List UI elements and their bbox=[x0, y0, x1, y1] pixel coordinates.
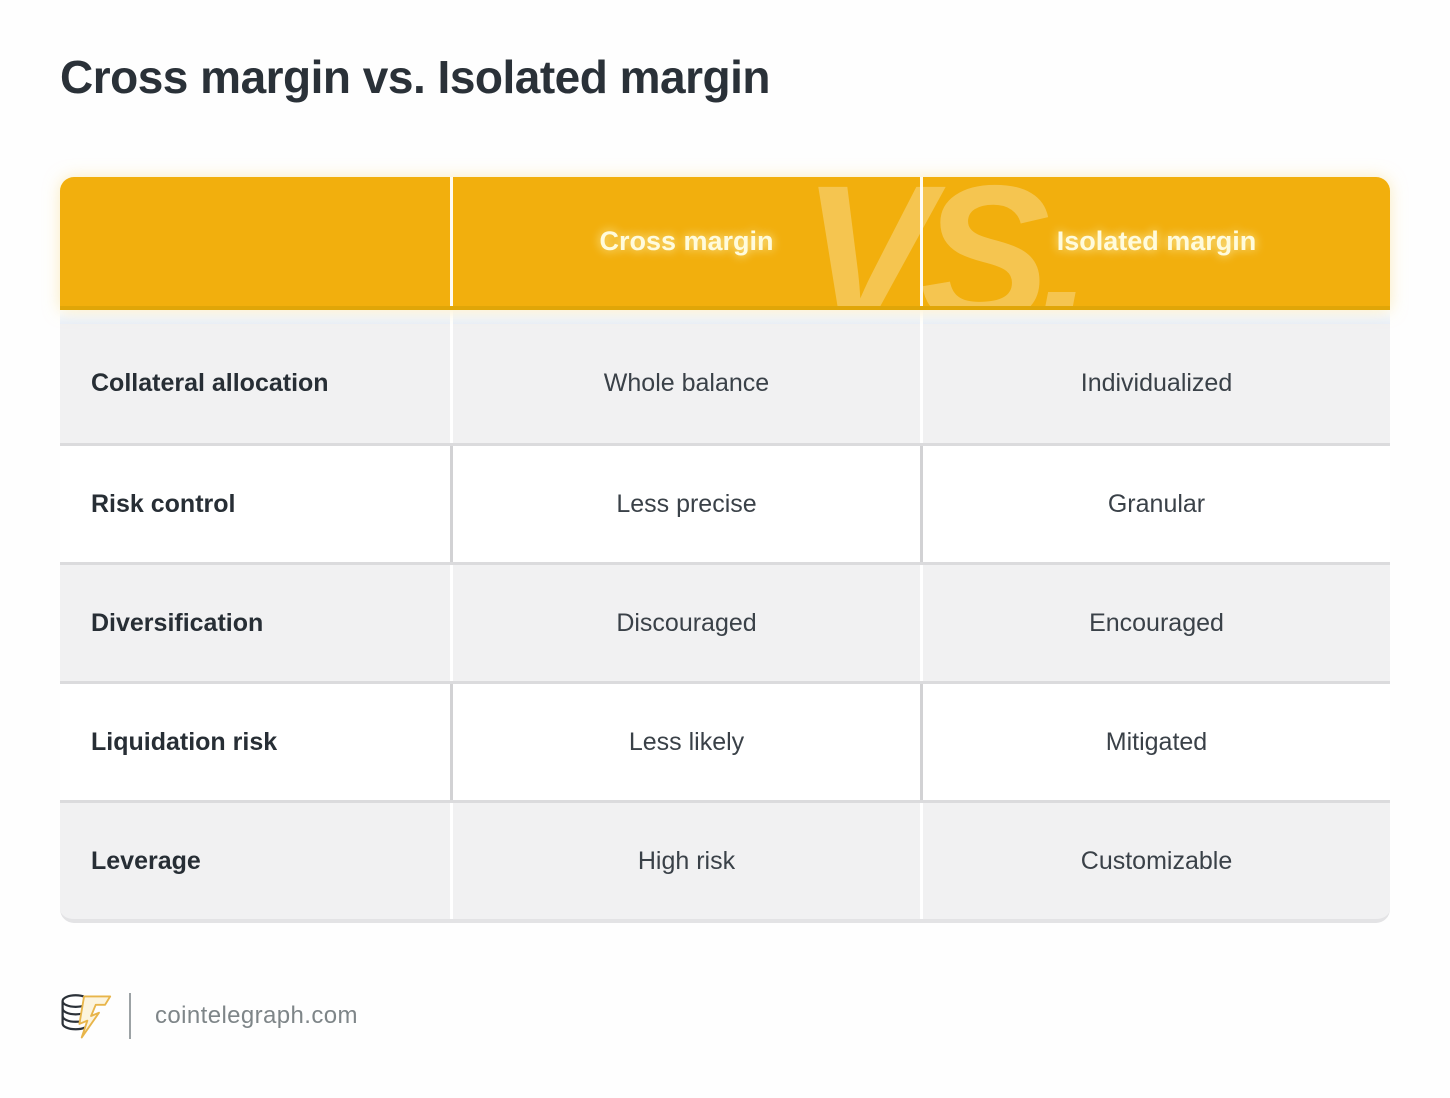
header-empty-cell bbox=[60, 177, 450, 306]
header-cross-margin: Cross margin bbox=[599, 226, 774, 256]
row-label: Leverage bbox=[91, 846, 201, 875]
table-row-risk-control: Risk control Less precise Granular bbox=[60, 443, 1390, 562]
column-divider bbox=[450, 803, 453, 919]
row-label: Collateral allocation bbox=[91, 369, 329, 397]
footer-divider bbox=[129, 993, 131, 1039]
column-divider bbox=[920, 446, 923, 562]
cross-margin-value: Whole balance bbox=[603, 369, 770, 397]
cross-margin-value: Less precise bbox=[616, 489, 757, 518]
cointelegraph-logo bbox=[61, 994, 112, 1039]
comparison-table: VS. Cross margin Isolated margin Collate… bbox=[60, 177, 1390, 923]
column-divider bbox=[450, 324, 453, 443]
table-row-leverage: Leverage High risk Customizable bbox=[60, 800, 1390, 923]
isolated-margin-value: Customizable bbox=[1080, 846, 1233, 875]
column-divider bbox=[920, 803, 923, 919]
cross-margin-value: Discouraged bbox=[616, 608, 757, 637]
column-divider bbox=[450, 177, 453, 306]
isolated-margin-value: Encouraged bbox=[1089, 608, 1224, 637]
footer-site-text: cointelegraph.com bbox=[155, 1002, 358, 1029]
row-label: Diversification bbox=[91, 608, 264, 637]
row-label: Risk control bbox=[91, 489, 236, 518]
table-row-collateral-allocation: Collateral allocation Whole balance Indi… bbox=[60, 324, 1390, 443]
cross-margin-value: Less likely bbox=[628, 727, 745, 756]
page-title: Cross margin vs. Isolated margin bbox=[60, 51, 771, 103]
isolated-margin-value: Individualized bbox=[1080, 369, 1233, 397]
row-label: Liquidation risk bbox=[91, 727, 278, 756]
column-divider bbox=[450, 310, 453, 324]
column-divider bbox=[920, 684, 923, 800]
table-row-liquidation-risk: Liquidation risk Less likely Mitigated bbox=[60, 681, 1390, 800]
column-divider bbox=[920, 177, 923, 306]
cross-margin-value: High risk bbox=[637, 846, 736, 875]
header-gap-strip bbox=[60, 310, 1390, 324]
isolated-margin-value: Mitigated bbox=[1105, 727, 1208, 756]
table-header: VS. Cross margin Isolated margin bbox=[60, 177, 1390, 310]
footer: cointelegraph.com bbox=[57, 988, 358, 1044]
header-isolated-margin: Isolated margin bbox=[1056, 226, 1257, 256]
isolated-margin-value: Granular bbox=[1107, 489, 1206, 518]
column-divider bbox=[450, 684, 453, 800]
table-row-diversification: Diversification Discouraged Encouraged bbox=[60, 562, 1390, 681]
column-divider bbox=[450, 565, 453, 681]
column-divider bbox=[450, 446, 453, 562]
column-divider bbox=[920, 324, 923, 443]
column-divider bbox=[920, 565, 923, 681]
column-divider bbox=[920, 310, 923, 324]
